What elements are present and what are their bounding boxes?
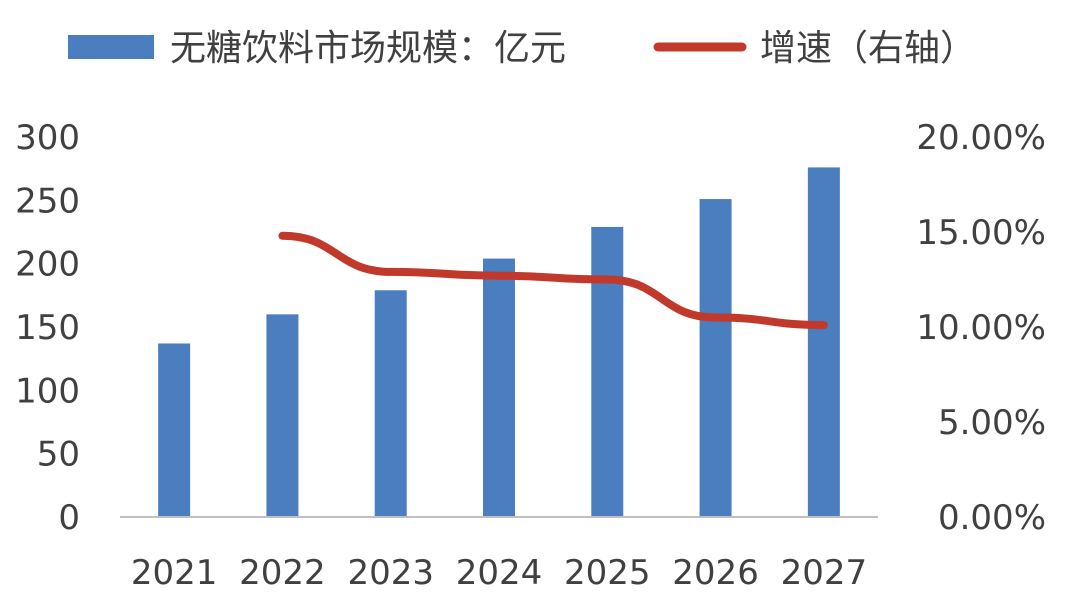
growth-line bbox=[278, 231, 828, 330]
left-axis-tick-label: 150 bbox=[15, 308, 80, 348]
x-axis-tick-label: 2022 bbox=[239, 553, 326, 593]
left-axis-tick-label: 200 bbox=[15, 245, 80, 285]
left-axis-ticks: 0 50 100 150 200 250 300 bbox=[15, 118, 80, 538]
bar bbox=[483, 258, 515, 517]
left-axis-tick-label: 0 bbox=[58, 498, 80, 538]
right-axis-tick-label: 5.00% bbox=[938, 403, 1046, 443]
x-axis-tick-label: 2027 bbox=[781, 553, 868, 593]
bar bbox=[591, 226, 624, 517]
x-axis-tick-label: 2025 bbox=[564, 553, 651, 593]
left-axis-tick-label: 50 bbox=[37, 435, 80, 475]
bar-series bbox=[158, 167, 840, 518]
bar bbox=[374, 290, 407, 517]
x-axis-ticks: 2021 2022 2023 2024 2025 2026 2027 bbox=[131, 553, 867, 593]
legend-bar-swatch bbox=[68, 35, 154, 59]
legend-line-label: 增速（右轴） bbox=[760, 28, 976, 69]
bar bbox=[266, 314, 299, 517]
right-axis-tick-label: 0.00% bbox=[938, 498, 1046, 538]
growth-line-series bbox=[278, 231, 828, 330]
left-axis-tick-label: 300 bbox=[15, 118, 80, 158]
bar bbox=[699, 199, 732, 518]
x-axis-tick-label: 2023 bbox=[347, 553, 434, 593]
right-axis-tick-label: 20.00% bbox=[916, 118, 1046, 158]
right-axis-ticks: 0.00% 5.00% 10.00% 15.00% 20.00% bbox=[916, 118, 1046, 538]
bar bbox=[158, 343, 191, 517]
x-axis-tick-label: 2026 bbox=[672, 553, 759, 593]
x-axis-tick-label: 2024 bbox=[456, 553, 543, 593]
right-axis-tick-label: 15.00% bbox=[916, 213, 1046, 253]
legend-bar-label: 无糖饮料市场规模：亿元 bbox=[170, 28, 566, 69]
left-axis-tick-label: 100 bbox=[15, 371, 80, 411]
right-axis-tick-label: 10.00% bbox=[916, 308, 1046, 348]
bar bbox=[807, 167, 840, 517]
x-axis-tick-label: 2021 bbox=[131, 553, 218, 593]
legend: 无糖饮料市场规模：亿元 增速（右轴） bbox=[68, 28, 976, 69]
left-axis-tick-label: 250 bbox=[15, 181, 80, 221]
